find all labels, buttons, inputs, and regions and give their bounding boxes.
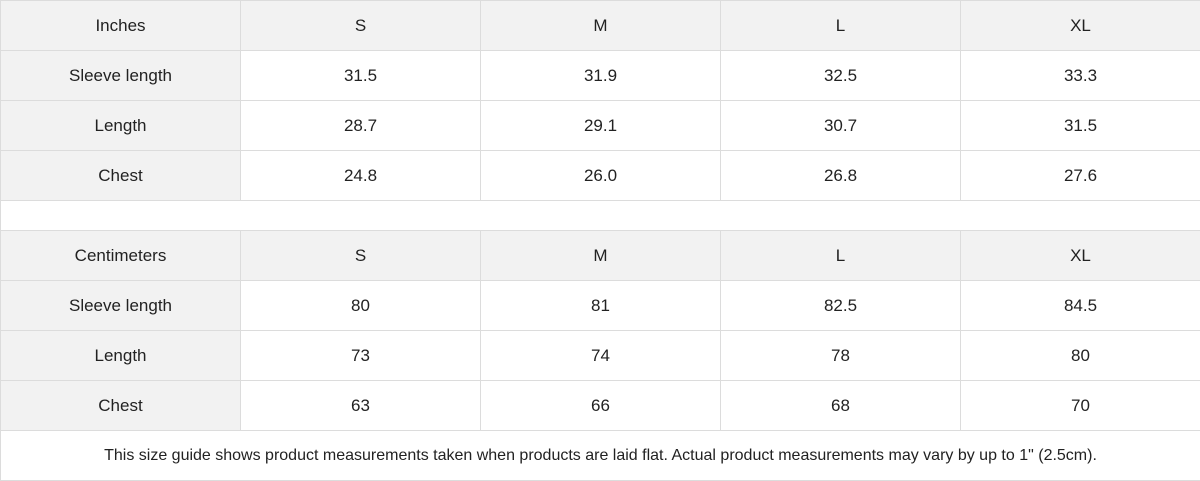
measurement-value: 33.3 — [961, 51, 1200, 101]
measurement-value: 70 — [961, 381, 1200, 431]
size-header: L — [721, 1, 961, 51]
size-header: XL — [961, 231, 1200, 281]
measurement-value: 30.7 — [721, 101, 961, 151]
measurement-label: Length — [1, 101, 241, 151]
measurement-value: 31.5 — [961, 101, 1200, 151]
unit-label: Inches — [1, 1, 241, 51]
footnote-row: This size guide shows product measuremen… — [1, 431, 1200, 481]
size-header: M — [481, 1, 721, 51]
measurement-value: 32.5 — [721, 51, 961, 101]
measurement-label: Chest — [1, 151, 241, 201]
measurement-value: 24.8 — [241, 151, 481, 201]
unit-label: Centimeters — [1, 231, 241, 281]
measurement-label: Length — [1, 331, 241, 381]
measurement-value: 68 — [721, 381, 961, 431]
measurement-label: Chest — [1, 381, 241, 431]
measurement-value: 73 — [241, 331, 481, 381]
measurement-value: 26.0 — [481, 151, 721, 201]
measurement-value: 82.5 — [721, 281, 961, 331]
measurement-value: 66 — [481, 381, 721, 431]
size-header: M — [481, 231, 721, 281]
spacer-row — [1, 201, 1200, 231]
measurement-label: Sleeve length — [1, 51, 241, 101]
size-header: L — [721, 231, 961, 281]
measurement-value: 28.7 — [241, 101, 481, 151]
measurement-value: 74 — [481, 331, 721, 381]
measurement-value: 31.5 — [241, 51, 481, 101]
measurement-label: Sleeve length — [1, 281, 241, 331]
measurement-value: 84.5 — [961, 281, 1200, 331]
measurement-value: 31.9 — [481, 51, 721, 101]
measurement-value: 78 — [721, 331, 961, 381]
measurement-value: 63 — [241, 381, 481, 431]
measurement-value: 29.1 — [481, 101, 721, 151]
footnote: This size guide shows product measuremen… — [1, 431, 1200, 481]
spacer-cell — [1, 201, 1200, 231]
measurement-value: 80 — [961, 331, 1200, 381]
measurement-value: 80 — [241, 281, 481, 331]
size-header: S — [241, 231, 481, 281]
size-header: S — [241, 1, 481, 51]
measurement-value: 26.8 — [721, 151, 961, 201]
measurement-value: 27.6 — [961, 151, 1200, 201]
size-header: XL — [961, 1, 1200, 51]
measurement-value: 81 — [481, 281, 721, 331]
